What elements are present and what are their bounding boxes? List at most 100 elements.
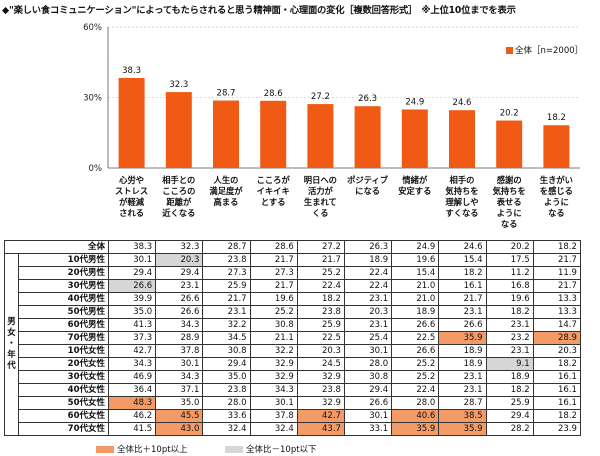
table-cell: 27.3 [249,266,298,280]
table-cell: 32.9 [296,370,345,384]
table-cell: 23.1 [438,383,487,397]
table-cell: 48.3 [107,396,157,410]
table-cell: 30.1 [343,344,393,358]
table-row: 40代男性 39.9 26.6 21.7 19.6 18.2 23.1 21.0 21.7 19.… [5,292,581,306]
legend-swatch [506,47,513,54]
table-cell: 26.6 [343,396,393,410]
row-label: 20代男性 [18,266,109,280]
table-cell: 17.5 [485,253,534,267]
table-cell: 34.3 [107,357,157,371]
table-cell: 25.4 [343,331,393,345]
category-label: 相手との こころの 距離が 近くなる [162,175,196,218]
row-label: 10代男性 [18,253,109,267]
table-cell: 22.4 [296,279,345,293]
table-cell: 35.0 [202,370,251,384]
row-label: 70代男性 [18,331,109,345]
table-cell: 33.1 [343,422,393,436]
row-label: 20代女性 [18,357,109,371]
table-cell: 30.1 [343,409,393,423]
table-cell: 23.1 [485,318,534,332]
row-label: 40代女性 [18,383,109,397]
table-cell: 32.9 [296,396,345,410]
table-row: 10代女性 42.7 37.8 30.8 32.2 20.3 30.1 26.6 18.9 23.… [5,344,581,358]
table-cell: 19.6 [485,292,534,306]
table-cell: 28.2 [485,422,534,436]
bar-value-label: 24.6 [453,98,472,108]
table-cell: 43.7 [296,422,345,436]
table-row: 70代女性 41.5 43.0 32.4 32.4 43.7 33.1 35.9 35.9 28.… [5,422,581,436]
table-cell: 23.2 [485,331,534,345]
bar-value-label: 18.2 [547,113,566,123]
table-cell: 29.4 [202,357,251,371]
row-label: 30代男性 [18,279,109,293]
table-cell: 16.1 [438,279,487,293]
table-cell: 37.1 [155,383,204,397]
table-cell: 30.1 [249,396,298,410]
bar [496,120,523,168]
table-cell: 18.9 [438,344,487,358]
table-cell: 20.3 [296,344,345,358]
table-cell: 28.6 [249,240,298,254]
table-cell: 26.6 [391,318,440,332]
table-cell: 18.2 [485,383,534,397]
table-cell: 22.5 [391,331,440,345]
table-cell: 21.1 [249,331,298,345]
table-cell: 26.6 [155,292,204,306]
table-cell: 35.9 [438,331,487,345]
bar-value-label: 28.7 [217,89,236,99]
table-row: 30代男性 26.6 23.1 25.9 21.7 22.4 22.4 21.0 16.1 16.… [5,279,581,293]
high-swatch [96,446,114,453]
row-label: 50代男性 [18,305,109,319]
table-cell: 20.3 [343,305,393,319]
table-cell: 22.4 [343,279,393,293]
legend-label: 全体［n=2000］ [515,46,584,56]
table-cell: 26.6 [438,318,487,332]
legend-low: 全体比－10pt以下 [225,443,317,455]
table-cell: 23.8 [202,253,251,267]
category-label: ポジティブ になる [347,175,389,196]
table-cell: 42.7 [296,409,345,423]
category-label: 感謝の 気持ちを 表せる ように なる [492,175,526,229]
table-cell: 32.9 [249,357,298,371]
table-cell: 21.7 [202,292,251,306]
table-row: 60代男性 41.3 34.3 32.2 30.8 25.9 23.1 26.6 26.6 23.… [5,318,581,332]
table-cell: 18.2 [532,240,581,254]
table-cell: 13.3 [532,305,581,319]
table-cell: 34.3 [155,318,204,332]
table-cell: 37.3 [107,331,157,345]
bar [401,109,428,168]
category-label: 情緒が 安定する [398,175,432,196]
category-label: 明日への 活力が 生まれて くる [303,175,337,218]
table-cell: 9.1 [485,357,534,371]
table-cell: 27.3 [202,266,251,280]
table-cell: 13.3 [532,292,581,306]
table-cell: 23.8 [296,383,345,397]
legend-low-label: 全体比－10pt以下 [246,445,317,455]
table-row: 70代男性 37.3 28.9 34.5 21.1 22.5 25.4 22.5 35.9 23.… [5,331,581,345]
breakdown-table: 全体 38.3 32.3 28.7 28.6 27.2 26.3 24.9 24.6 20.2 18… [4,240,581,436]
table-cell: 21.0 [391,292,440,306]
table-cell: 18.2 [532,409,581,423]
table-cell: 21.7 [532,253,581,267]
table-cell: 23.9 [532,422,581,436]
table-cell: 21.7 [249,279,298,293]
bar-value-label: 32.3 [169,80,188,90]
y-tick-label: 0% [89,164,103,174]
table-cell: 22.4 [343,266,393,280]
bar [354,106,381,168]
table-cell: 23.1 [155,279,204,293]
table-cell: 18.9 [438,357,487,371]
table-cell: 25.2 [391,357,440,371]
table-row: 50代女性 48.3 35.0 28.0 30.1 32.9 26.6 28.0 28.7 25.… [5,396,581,410]
table-cell: 11.9 [532,266,581,280]
table-cell: 29.4 [485,409,534,423]
table-cell: 18.9 [485,370,534,384]
group-label: 男女・年代 [4,253,19,436]
bar [213,100,239,168]
bar-value-label: 28.6 [264,89,283,99]
table-cell: 41.3 [107,318,157,332]
bar [165,92,192,168]
table-cell: 35.0 [155,396,204,410]
table-cell: 29.4 [155,266,204,280]
table-cell: 24.6 [438,240,487,254]
